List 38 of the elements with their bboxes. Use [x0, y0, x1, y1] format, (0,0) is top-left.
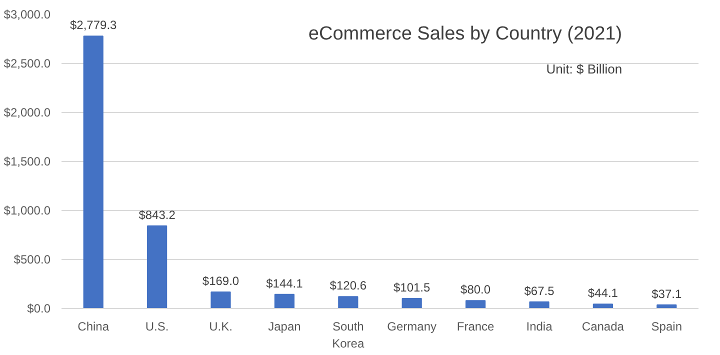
x-tick-label: China: [78, 320, 110, 334]
data-label: $67.5: [524, 284, 555, 298]
bar: [83, 36, 104, 308]
data-label: $169.0: [202, 274, 240, 288]
x-tick-label: France: [456, 320, 495, 334]
x-tick-label: Japan: [268, 320, 301, 334]
bar: [592, 304, 614, 308]
bar: [146, 225, 168, 308]
text: eCommerce Sales by Country (2021): [308, 23, 622, 44]
x-tick-label: Germany: [387, 320, 437, 334]
x-tick-label: Canada: [582, 320, 624, 334]
bar: [338, 296, 358, 308]
x-tick-label: South Korea: [332, 320, 364, 350]
annotation: Unit: $ Billion: [546, 62, 622, 77]
x-tick-label: U.K.: [209, 320, 232, 334]
bar: [529, 301, 550, 308]
y-tick-label: $500.0: [14, 252, 51, 266]
y-tick-label: $2,500.0: [4, 56, 51, 70]
bar: [465, 300, 486, 308]
y-tick-label: $2,000.0: [4, 106, 51, 120]
x-tick-label: U.S.: [145, 320, 169, 334]
y-tick-label: $1,000.0: [4, 204, 51, 218]
data-label: $80.0: [460, 282, 491, 297]
bar: [274, 294, 295, 308]
data-label: $101.5: [394, 280, 431, 295]
data-label: $37.1: [652, 286, 682, 301]
data-label: $843.2: [138, 208, 176, 222]
y-tick-label: $3,000.0: [4, 8, 51, 22]
data-label: $120.6: [330, 278, 367, 293]
bar: [402, 298, 422, 308]
bar: [210, 291, 231, 308]
x-tick-label: Spain: [651, 320, 682, 334]
data-label: $44.1: [588, 286, 618, 300]
y-tick-label: $0.0: [27, 302, 51, 316]
x-tick-label: India: [526, 320, 553, 334]
data-label: $2,779.3: [70, 18, 118, 32]
data-label: $144.1: [266, 276, 304, 290]
y-tick-label: $1,500.0: [4, 154, 51, 168]
